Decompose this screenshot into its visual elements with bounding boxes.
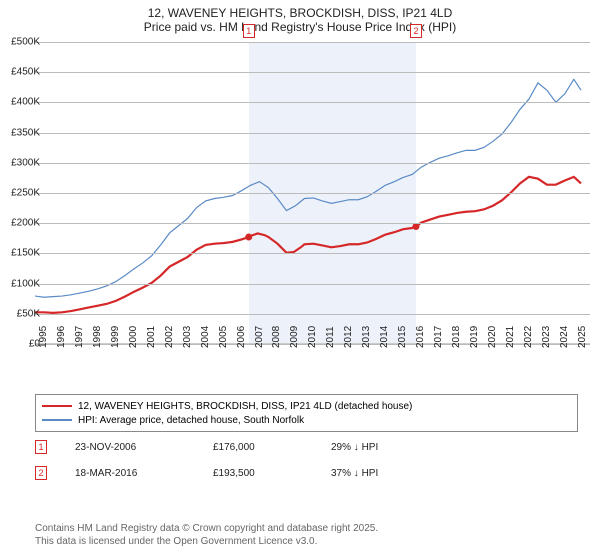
copyright-line2: This data is licensed under the Open Gov… [35,535,378,548]
x-axis-label: 2016 [415,326,426,348]
x-axis-label: 2000 [128,326,139,348]
x-axis-label: 1999 [110,326,121,348]
x-axis-label: 1998 [92,326,103,348]
x-axis-label: 2014 [379,326,390,348]
legend-row: 12, WAVENEY HEIGHTS, BROCKDISH, DISS, IP… [42,399,571,413]
y-axis-label: £350K [11,127,40,138]
gridline [35,223,590,224]
y-axis-label: £150K [11,248,40,259]
x-axis-label: 1997 [74,326,85,348]
copyright-notice: Contains HM Land Registry data © Crown c… [35,522,378,548]
marker-dot [245,234,252,241]
legend-row: HPI: Average price, detached house, Sout… [42,413,571,427]
y-axis-label: £250K [11,188,40,199]
y-axis-label: £200K [11,218,40,229]
x-axis-label: 2007 [254,326,265,348]
x-axis-label: 2008 [271,326,282,348]
transaction-marker: 2 [35,466,47,480]
chart-title-subtitle: Price paid vs. HM Land Registry's House … [0,20,600,34]
x-axis-label: 2013 [361,326,372,348]
series-hpi [35,79,581,297]
marker-flag: 2 [410,24,422,38]
y-axis-label: £50K [17,308,40,319]
y-axis-label: £500K [11,37,40,48]
x-axis-label: 1996 [56,326,67,348]
series-property [35,177,581,313]
marker-flag: 1 [243,24,255,38]
y-axis-label: £100K [11,278,40,289]
gridline [35,42,590,43]
transaction-price: £176,000 [213,442,303,453]
chart-plot-area: 12 [35,42,590,344]
x-axis-label: 2001 [146,326,157,348]
x-axis-label: 1995 [38,326,49,348]
chart-legend: 12, WAVENEY HEIGHTS, BROCKDISH, DISS, IP… [35,394,578,432]
x-axis-label: 2019 [469,326,480,348]
transaction-row: 2 18-MAR-2016 £193,500 37% ↓ HPI [35,466,378,480]
gridline [35,102,590,103]
x-axis-label: 2018 [451,326,462,348]
x-axis-label: 2006 [236,326,247,348]
legend-swatch [42,405,72,407]
x-axis-label: 2023 [541,326,552,348]
x-axis-label: 2004 [200,326,211,348]
legend-label: HPI: Average price, detached house, Sout… [78,415,304,426]
x-axis-label: 2002 [164,326,175,348]
gridline [35,72,590,73]
transaction-delta: 29% ↓ HPI [331,442,378,453]
y-axis-label: £450K [11,67,40,78]
legend-label: 12, WAVENEY HEIGHTS, BROCKDISH, DISS, IP… [78,401,412,412]
x-axis-label: 2009 [289,326,300,348]
chart-title-address: 12, WAVENEY HEIGHTS, BROCKDISH, DISS, IP… [0,6,600,20]
copyright-line1: Contains HM Land Registry data © Crown c… [35,522,378,535]
x-axis-label: 2015 [397,326,408,348]
gridline [35,314,590,315]
transaction-marker: 1 [35,440,47,454]
legend-swatch [42,419,72,420]
x-axis-label: 2020 [487,326,498,348]
gridline [35,163,590,164]
x-axis-label: 2005 [218,326,229,348]
x-axis-label: 2011 [325,326,336,348]
gridline [35,253,590,254]
y-axis-label: £300K [11,157,40,168]
x-axis-label: 2024 [559,326,570,348]
y-axis-label: £400K [11,97,40,108]
x-axis-label: 2025 [577,326,588,348]
x-axis-label: 2022 [523,326,534,348]
transaction-price: £193,500 [213,468,303,479]
transaction-date: 18-MAR-2016 [75,468,185,479]
x-axis-label: 2012 [343,326,354,348]
transaction-delta: 37% ↓ HPI [331,468,378,479]
gridline [35,284,590,285]
x-axis-label: 2003 [182,326,193,348]
x-axis-label: 2010 [307,326,318,348]
x-axis-label: 2021 [505,326,516,348]
x-axis-label: 2017 [433,326,444,348]
transaction-date: 23-NOV-2006 [75,442,185,453]
transaction-row: 1 23-NOV-2006 £176,000 29% ↓ HPI [35,440,378,454]
gridline [35,133,590,134]
gridline [35,193,590,194]
